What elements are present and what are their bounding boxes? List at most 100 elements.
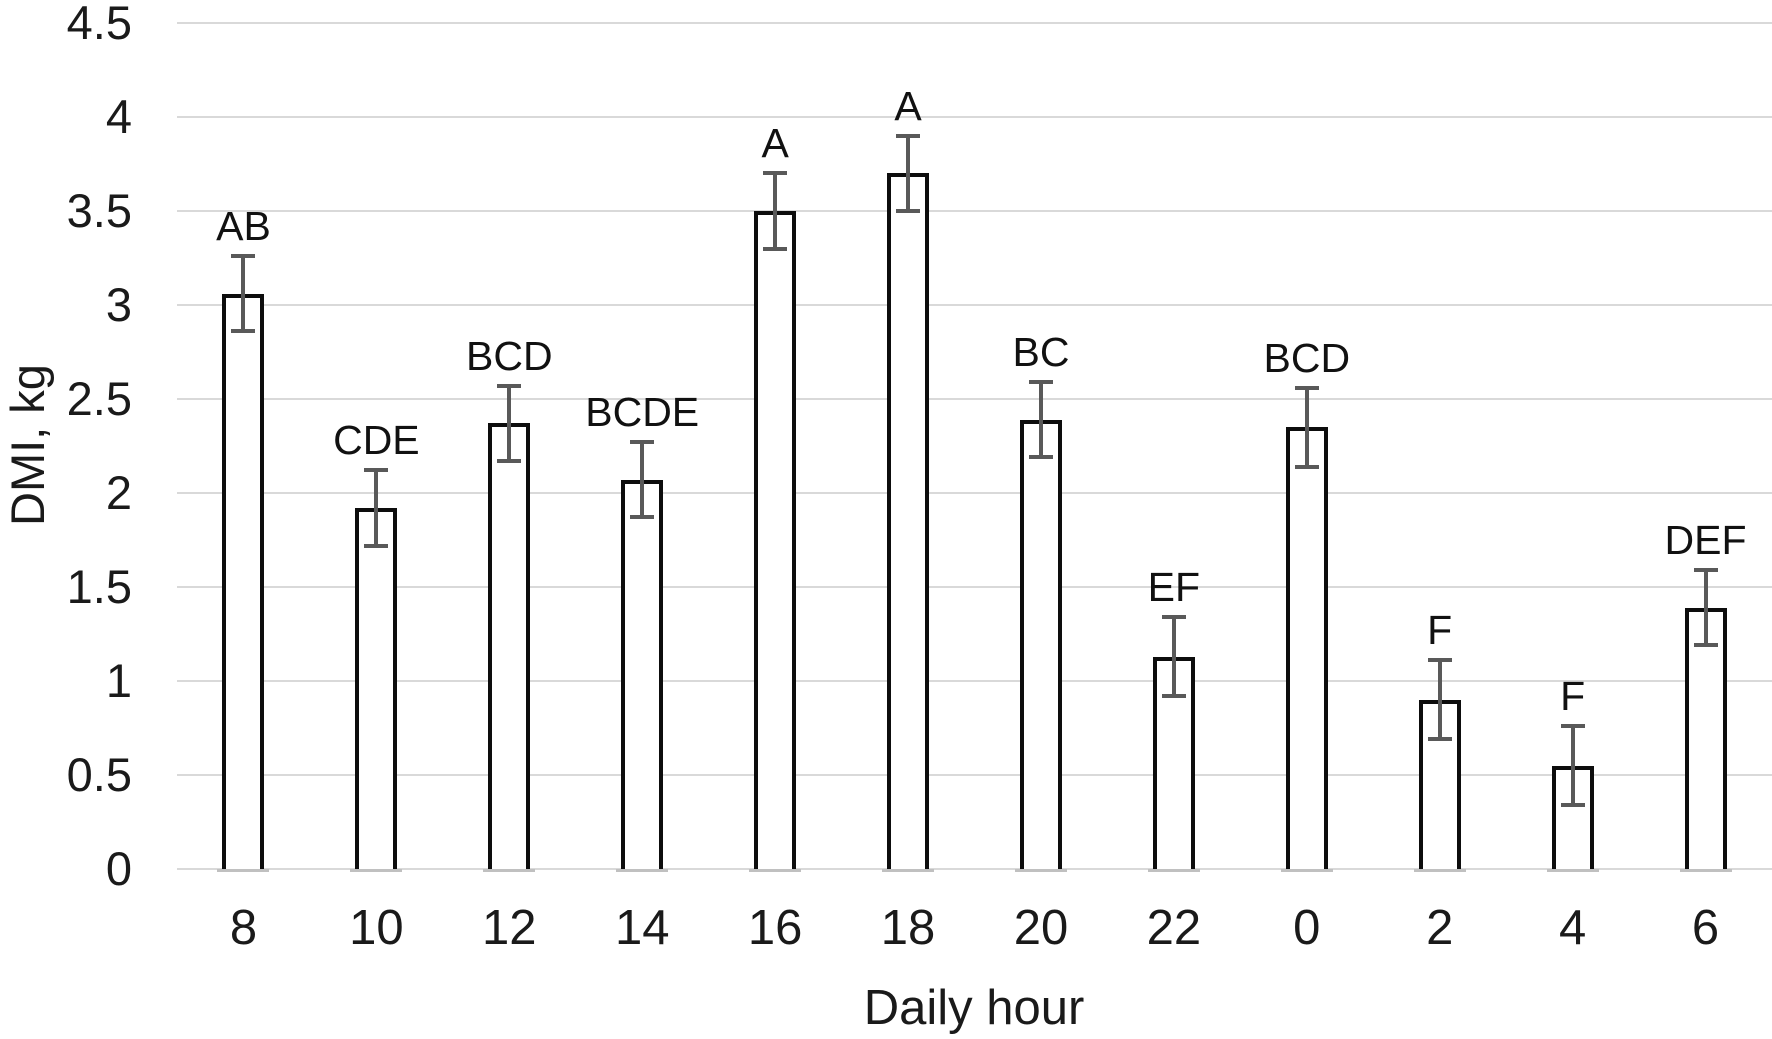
significance-label: BC (1012, 329, 1070, 376)
x-tick-label: 6 (1691, 901, 1720, 955)
bar-baseline (1546, 869, 1599, 872)
x-tick-label: 16 (747, 901, 803, 955)
gridline (177, 774, 1772, 776)
gridline (177, 586, 1772, 588)
bar (754, 211, 797, 869)
gridline (177, 492, 1772, 494)
gridline (177, 22, 1772, 24)
error-bar-cap (896, 133, 921, 138)
y-tick-label: 4.5 (66, 0, 132, 49)
bar-baseline (749, 869, 802, 872)
error-bar (1304, 387, 1309, 467)
error-bar (1171, 617, 1176, 697)
significance-label: A (761, 120, 789, 167)
y-tick-label: 2.5 (66, 372, 132, 425)
x-tick-label: 2 (1426, 901, 1454, 955)
bar (1684, 607, 1727, 869)
error-bar (906, 135, 911, 211)
error-bar-cap (1294, 464, 1319, 469)
error-bar-cap (1693, 568, 1718, 573)
error-bar-cap (763, 246, 788, 251)
significance-label: A (894, 82, 922, 129)
bar (1285, 427, 1328, 869)
error-bar-cap (1028, 455, 1053, 460)
bar-baseline (1679, 869, 1732, 872)
gridline (177, 680, 1772, 682)
bar-baseline (1147, 869, 1200, 872)
gridline (177, 304, 1772, 306)
x-tick-label: 14 (614, 901, 670, 955)
bar (355, 508, 398, 869)
error-bar-cap (1161, 694, 1186, 699)
y-tick-label: 0.5 (66, 748, 132, 801)
significance-label: F (1560, 673, 1586, 720)
significance-label: F (1427, 607, 1453, 654)
y-tick-label: 1 (105, 654, 132, 707)
error-bar (773, 173, 778, 249)
bar (621, 479, 664, 869)
error-bar-cap (1028, 380, 1053, 385)
error-bar (1570, 726, 1575, 806)
x-tick-label: 0 (1293, 901, 1321, 955)
significance-label: EF (1147, 564, 1201, 611)
y-tick-label: 4 (105, 90, 132, 143)
x-tick-label: 20 (1013, 901, 1069, 955)
y-tick-label: 3.5 (66, 184, 132, 237)
x-tick-label: 12 (482, 901, 537, 955)
significance-label: CDE (333, 417, 420, 464)
y-tick-label: 3 (105, 278, 132, 331)
error-bar-cap (231, 329, 256, 334)
error-bar (1703, 570, 1708, 646)
y-tick-label: 0 (105, 842, 132, 895)
bar-baseline (483, 869, 536, 872)
gridline (177, 210, 1772, 212)
x-tick-label: 18 (880, 901, 936, 955)
error-bar-cap (364, 543, 389, 548)
error-bar-cap (497, 459, 522, 464)
error-bar (241, 256, 246, 332)
y-tick-label: 2 (105, 466, 132, 519)
error-bar-cap (630, 440, 655, 445)
gridline (177, 398, 1772, 400)
error-bar-cap (1560, 724, 1585, 729)
significance-label: DEF (1664, 517, 1747, 564)
significance-label: BCDE (585, 389, 700, 436)
error-bar-cap (497, 383, 522, 388)
x-tick-label: 8 (229, 901, 258, 955)
gridline (177, 116, 1772, 118)
significance-label: BCD (1263, 334, 1351, 381)
y-tick-label: 1.5 (66, 560, 132, 613)
bar-baseline (882, 869, 935, 872)
error-bar-cap (1161, 615, 1186, 620)
gridline (177, 868, 1772, 870)
error-bar (1038, 382, 1043, 458)
error-bar-cap (1560, 803, 1585, 808)
bar-baseline (1280, 869, 1333, 872)
bar-baseline (350, 869, 403, 872)
significance-label: BCD (465, 332, 553, 379)
bar (887, 173, 930, 869)
x-axis-title: Daily hour (863, 981, 1085, 1035)
bar-baseline (616, 869, 669, 872)
y-axis-title: DMI, kg (1, 364, 54, 526)
error-bar-cap (630, 515, 655, 520)
bar (1019, 419, 1062, 869)
error-bar-cap (1427, 737, 1452, 742)
error-bar-cap (364, 468, 389, 473)
error-bar-cap (1427, 658, 1452, 663)
error-bar (1437, 660, 1442, 740)
bar (488, 423, 531, 869)
error-bar-cap (231, 254, 256, 259)
error-bar-cap (1294, 385, 1319, 390)
error-bar-cap (1693, 643, 1718, 648)
x-tick-label: 4 (1558, 901, 1587, 955)
bar-baseline (1014, 869, 1067, 872)
bar-baseline (217, 869, 270, 872)
bar-baseline (1413, 869, 1466, 872)
significance-label: AB (216, 203, 271, 250)
x-tick-label: 10 (349, 901, 404, 955)
x-tick-label: 22 (1146, 901, 1202, 955)
error-bar-cap (763, 171, 788, 176)
error-bar-cap (896, 209, 921, 213)
